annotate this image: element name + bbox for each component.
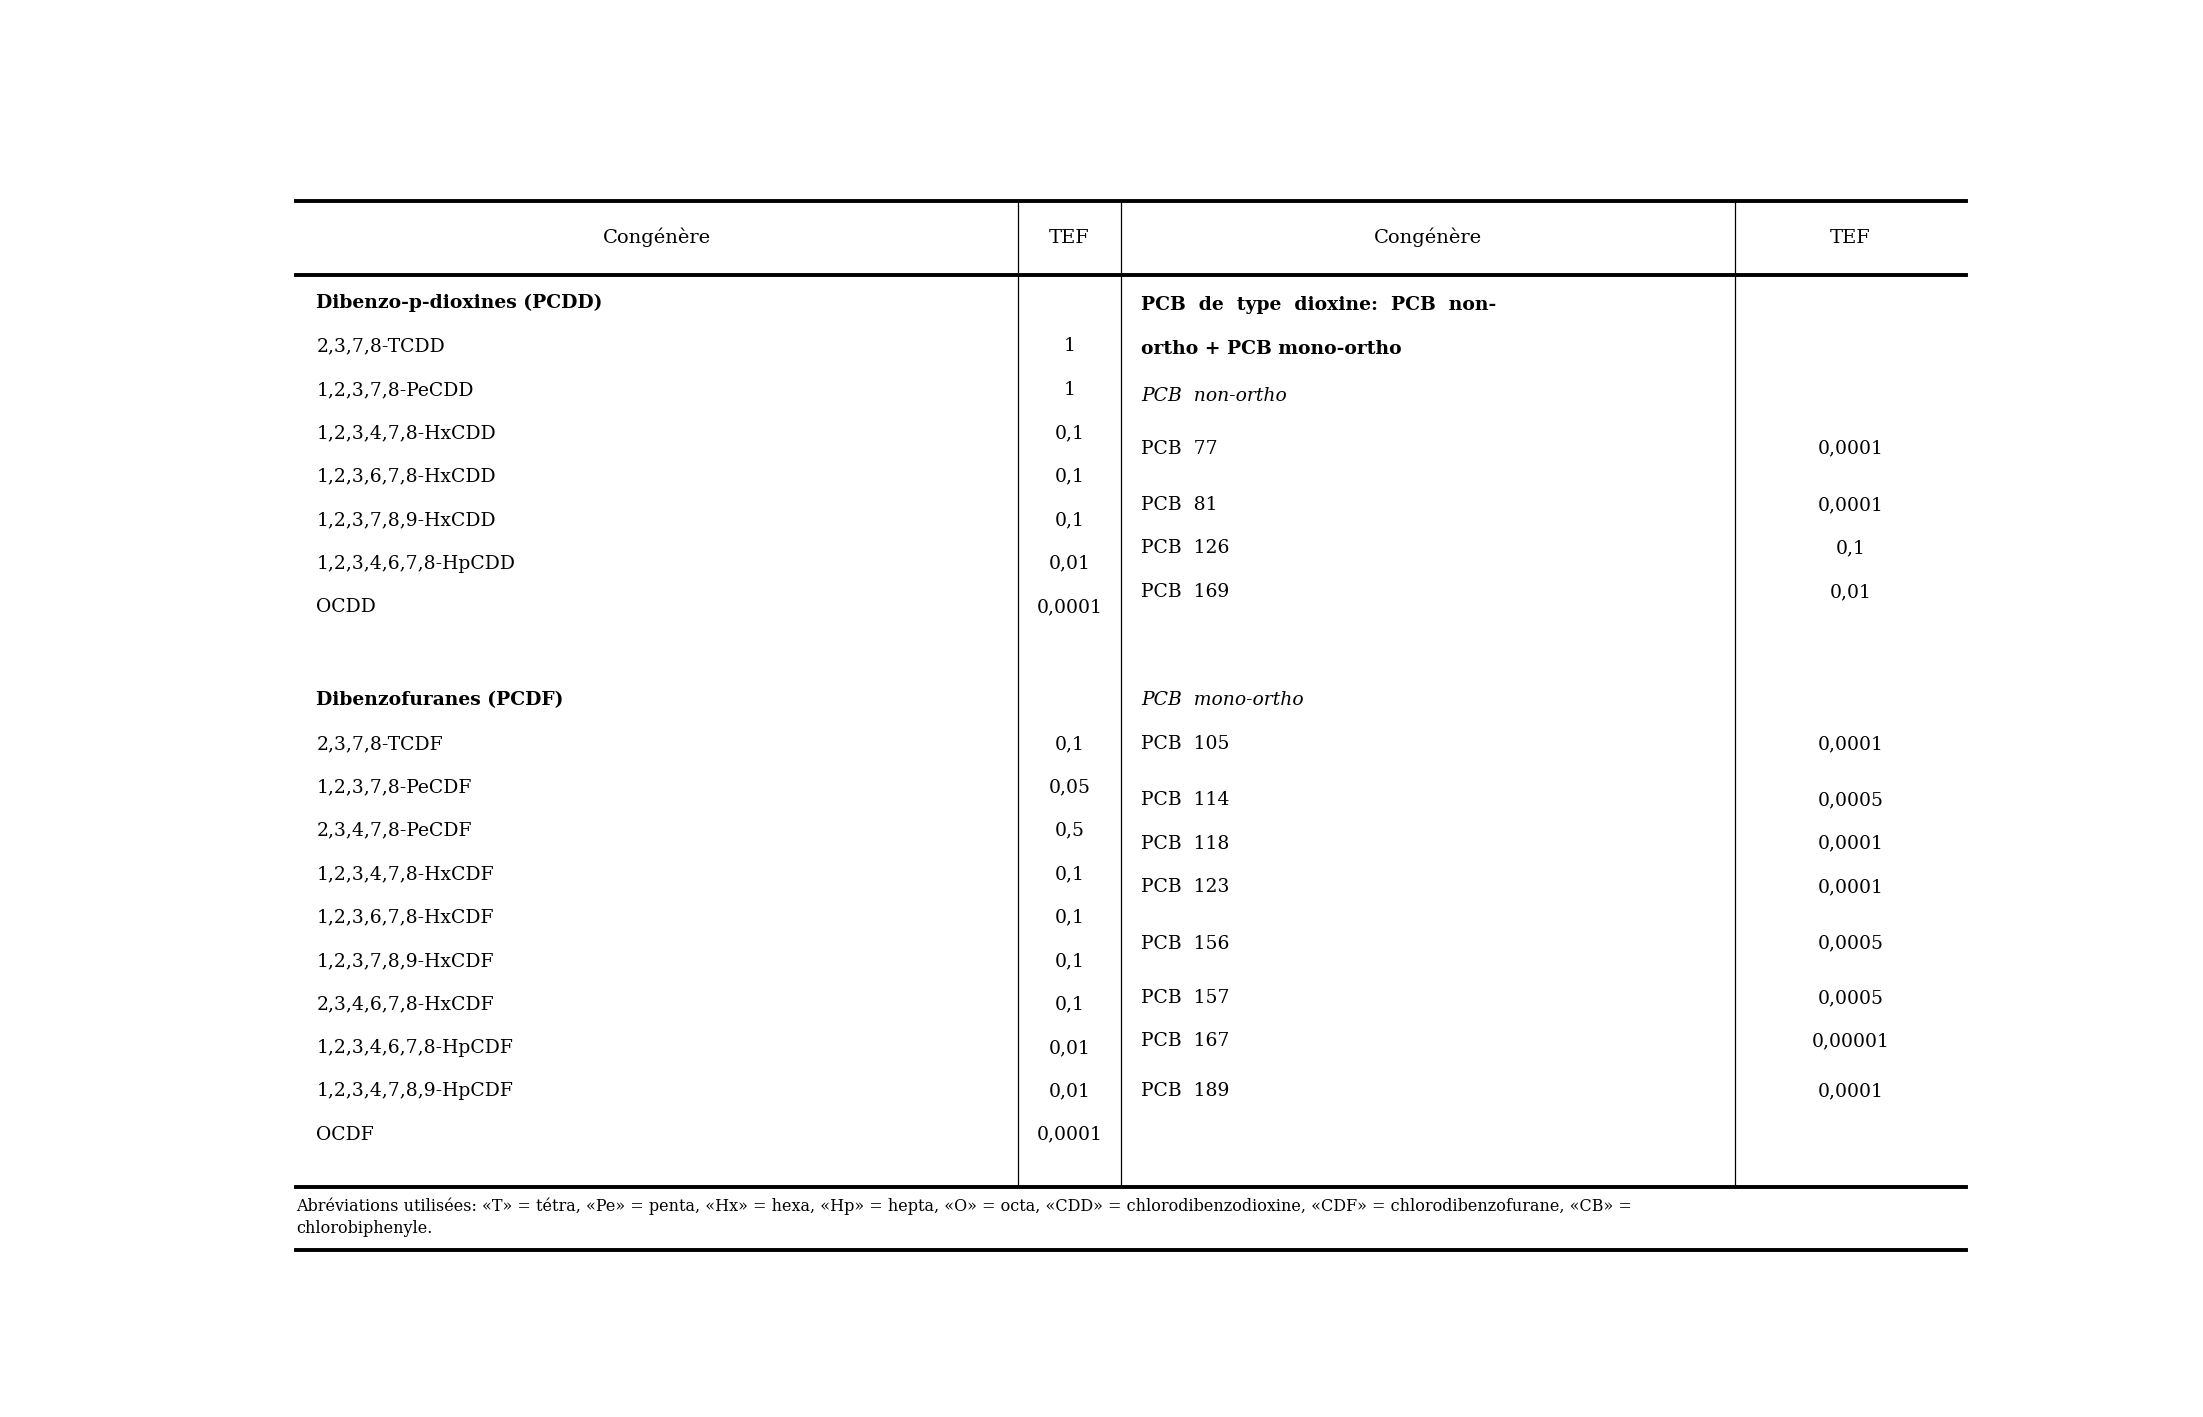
- Text: 1,2,3,7,8,9-HxCDD: 1,2,3,7,8,9-HxCDD: [317, 512, 496, 529]
- Text: Congénère: Congénère: [604, 228, 712, 248]
- Text: 0,0001: 0,0001: [1817, 835, 1884, 853]
- Text: PCB  non-ortho: PCB non-ortho: [1141, 387, 1287, 405]
- Text: 0,1: 0,1: [1055, 866, 1084, 883]
- Text: TEF: TEF: [1831, 228, 1870, 247]
- Text: 0,00001: 0,00001: [1811, 1033, 1890, 1050]
- Text: OCDF: OCDF: [317, 1127, 375, 1144]
- Text: PCB  169: PCB 169: [1141, 582, 1229, 601]
- Text: 1,2,3,7,8,9-HxCDF: 1,2,3,7,8,9-HxCDF: [317, 952, 493, 971]
- Text: 0,1: 0,1: [1835, 540, 1866, 557]
- Text: PCB  157: PCB 157: [1141, 989, 1229, 1007]
- Text: 0,0005: 0,0005: [1817, 935, 1884, 952]
- Text: 1: 1: [1064, 381, 1075, 400]
- Text: 0,05: 0,05: [1049, 778, 1090, 796]
- Text: 0,1: 0,1: [1055, 952, 1084, 971]
- Text: 0,0001: 0,0001: [1817, 496, 1884, 514]
- Text: PCB  114: PCB 114: [1141, 791, 1229, 809]
- Text: 0,0001: 0,0001: [1817, 1083, 1884, 1101]
- Text: 0,0001: 0,0001: [1817, 735, 1884, 752]
- Text: PCB  126: PCB 126: [1141, 540, 1229, 557]
- Text: 1: 1: [1064, 337, 1075, 356]
- Text: PCB  167: PCB 167: [1141, 1033, 1229, 1050]
- Text: 1,2,3,4,7,8-HxCDF: 1,2,3,4,7,8-HxCDF: [317, 866, 493, 883]
- Text: 0,0001: 0,0001: [1817, 439, 1884, 458]
- Text: PCB  123: PCB 123: [1141, 879, 1229, 896]
- Text: 0,1: 0,1: [1055, 908, 1084, 927]
- Text: 0,01: 0,01: [1828, 582, 1870, 601]
- Text: 0,0001: 0,0001: [1035, 598, 1102, 616]
- Text: PCB  mono-ortho: PCB mono-ortho: [1141, 691, 1304, 710]
- Text: PCB  de  type  dioxine:  PCB  non-: PCB de type dioxine: PCB non-: [1141, 296, 1496, 315]
- Text: TEF: TEF: [1049, 228, 1090, 247]
- Text: 1,2,3,6,7,8-HxCDF: 1,2,3,6,7,8-HxCDF: [317, 908, 493, 927]
- Text: 0,0005: 0,0005: [1817, 989, 1884, 1007]
- Text: PCB  189: PCB 189: [1141, 1083, 1229, 1101]
- Text: Dibenzo-p-dioxines (PCDD): Dibenzo-p-dioxines (PCDD): [317, 293, 604, 312]
- Text: 0,1: 0,1: [1055, 512, 1084, 529]
- Text: 2,3,7,8-TCDD: 2,3,7,8-TCDD: [317, 337, 445, 356]
- Text: 0,5: 0,5: [1055, 822, 1084, 840]
- Text: 1,2,3,7,8-PeCDF: 1,2,3,7,8-PeCDF: [317, 778, 471, 796]
- Text: Congénère: Congénère: [1375, 228, 1483, 248]
- Text: Dibenzofuranes (PCDF): Dibenzofuranes (PCDF): [317, 691, 564, 710]
- Text: PCB  156: PCB 156: [1141, 935, 1229, 952]
- Text: OCDD: OCDD: [317, 598, 377, 616]
- Text: 0,1: 0,1: [1055, 424, 1084, 442]
- Text: 0,0001: 0,0001: [1035, 1127, 1102, 1144]
- Text: 2,3,4,6,7,8-HxCDF: 2,3,4,6,7,8-HxCDF: [317, 996, 493, 1013]
- Text: 1,2,3,6,7,8-HxCDD: 1,2,3,6,7,8-HxCDD: [317, 468, 496, 486]
- Text: 2,3,4,7,8-PeCDF: 2,3,4,7,8-PeCDF: [317, 822, 471, 840]
- Text: 0,01: 0,01: [1049, 1083, 1090, 1101]
- Text: PCB  105: PCB 105: [1141, 735, 1229, 752]
- Text: ortho + PCB mono-ortho: ortho + PCB mono-ortho: [1141, 340, 1401, 357]
- Text: 0,0001: 0,0001: [1817, 879, 1884, 896]
- Text: 1,2,3,4,6,7,8-HpCDF: 1,2,3,4,6,7,8-HpCDF: [317, 1039, 513, 1057]
- Text: 1,2,3,4,7,8-HxCDD: 1,2,3,4,7,8-HxCDD: [317, 424, 496, 442]
- Text: chlorobiphenyle.: chlorobiphenyle.: [295, 1220, 432, 1237]
- Text: 1,2,3,7,8-PeCDD: 1,2,3,7,8-PeCDD: [317, 381, 474, 400]
- Text: 0,1: 0,1: [1055, 468, 1084, 486]
- Text: 0,01: 0,01: [1049, 1039, 1090, 1057]
- Text: 1,2,3,4,6,7,8-HpCDD: 1,2,3,4,6,7,8-HpCDD: [317, 554, 516, 572]
- Text: 0,1: 0,1: [1055, 996, 1084, 1013]
- Text: 0,0005: 0,0005: [1817, 791, 1884, 809]
- Text: PCB  118: PCB 118: [1141, 835, 1229, 853]
- Text: 0,1: 0,1: [1055, 735, 1084, 752]
- Text: 2,3,7,8-TCDF: 2,3,7,8-TCDF: [317, 735, 443, 752]
- Text: PCB  77: PCB 77: [1141, 439, 1218, 458]
- Text: Abréviations utilisées: «T» = tétra, «Pe» = penta, «Hx» = hexa, «Hp» = hepta, «O: Abréviations utilisées: «T» = tétra, «Pe…: [295, 1197, 1632, 1216]
- Text: 1,2,3,4,7,8,9-HpCDF: 1,2,3,4,7,8,9-HpCDF: [317, 1083, 513, 1101]
- Text: PCB  81: PCB 81: [1141, 496, 1218, 514]
- Text: 0,01: 0,01: [1049, 554, 1090, 572]
